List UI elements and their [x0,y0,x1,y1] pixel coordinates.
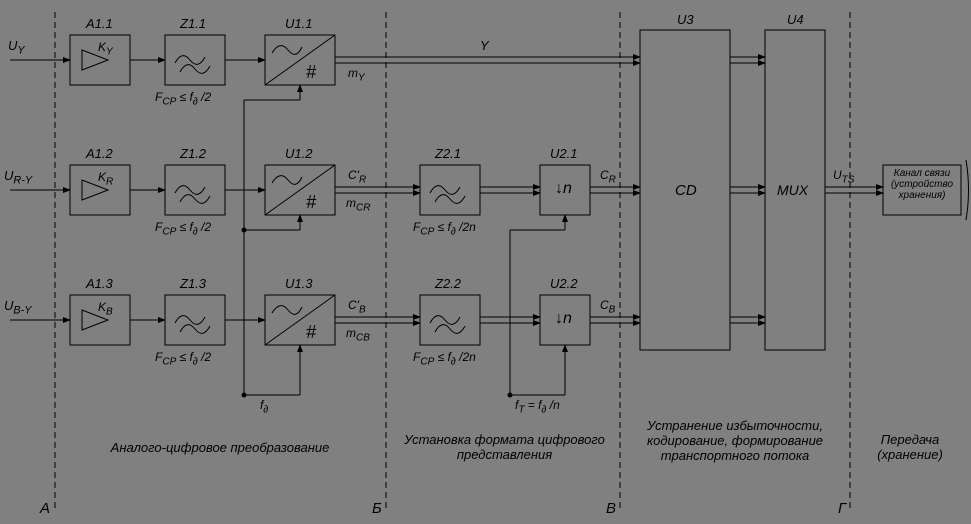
block-a11-gain: KY [98,40,113,57]
signal-my: mY [348,66,365,83]
input-ury-label: UR-Y [4,168,32,187]
section-g-letter: Г [838,500,846,517]
section-v-caption: Устранение избыточности, кодирование, фо… [625,418,845,463]
section-b-caption: Установка формата цифрового представлени… [392,432,617,462]
section-a-letter: А [40,500,50,517]
block-a11-id: A1.1 [86,16,113,31]
svg-text:#: # [306,62,317,82]
signal-cb-prime: C'B [348,298,366,315]
signal-cr-prime: C'R [348,168,366,185]
signal-mcr: mCR [346,196,370,213]
clock-fd: f∂ [260,398,268,415]
input-uy-label: UY [8,38,25,57]
signal-y: Y [480,38,489,53]
block-u4-label: MUX [777,182,808,198]
block-u3-label: CD [675,182,697,199]
block-z12-id: Z1.2 [180,146,206,161]
input-uby-label: UB-Y [4,298,31,317]
clock-ft: fT = f∂ /n [515,398,560,415]
block-u13-id: U1.3 [285,276,312,291]
block-z22-id: Z2.2 [435,276,461,291]
block-u22-inner: ↓n [555,310,572,328]
block-z13-note: FCP ≤ f∂ /2 [155,350,211,367]
block-a12-id: A1.2 [86,146,113,161]
section-a-caption: Аналого-цифровое преобразование [60,440,380,455]
section-b-letter: Б [372,500,382,517]
block-u12-id: U1.2 [285,146,312,161]
block-a13-id: A1.3 [86,276,113,291]
signal-uts: UTS [833,168,854,185]
section-g-caption: Передача (хранение) [855,432,965,462]
block-u21-inner: ↓n [555,180,572,198]
output-block-label: Канал связи (устройство хранения) [884,168,960,201]
block-u22-id: U2.2 [550,276,577,291]
block-z21-id: Z2.1 [435,146,461,161]
block-a13-gain: KB [98,300,113,317]
block-u21-id: U2.1 [550,146,577,161]
block-u4-id: U4 [787,12,804,27]
block-z22-note: FCP ≤ f∂ /2n [413,350,476,367]
block-u3-id: U3 [677,12,694,27]
block-z12-note: FCP ≤ f∂ /2 [155,220,211,237]
svg-text:#: # [306,192,317,212]
block-z11-note: FCP ≤ f∂ /2 [155,90,211,107]
svg-text:#: # [306,322,317,342]
section-v-letter: В [606,500,616,517]
block-z13-id: Z1.3 [180,276,206,291]
block-a12-gain: KR [98,170,113,187]
signal-cb: CB [600,298,615,315]
signal-cr: CR [600,168,616,185]
signal-mcb: mCB [346,326,370,343]
block-z11-id: Z1.1 [180,16,206,31]
block-u11-id: U1.1 [285,16,312,31]
block-z21-note: FCP ≤ f∂ /2n [413,220,476,237]
